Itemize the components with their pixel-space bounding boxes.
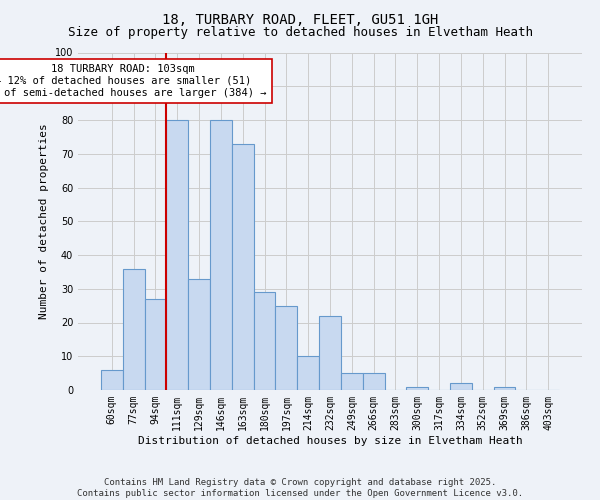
Bar	[319, 316, 341, 390]
Bar	[166, 120, 188, 390]
Bar	[232, 144, 254, 390]
Bar	[406, 386, 428, 390]
Bar	[101, 370, 123, 390]
Bar	[188, 278, 210, 390]
Bar	[494, 386, 515, 390]
Text: Size of property relative to detached houses in Elvetham Heath: Size of property relative to detached ho…	[67, 26, 533, 39]
Bar	[450, 383, 472, 390]
Bar	[341, 373, 363, 390]
Bar	[297, 356, 319, 390]
Bar	[123, 268, 145, 390]
Y-axis label: Number of detached properties: Number of detached properties	[39, 124, 49, 319]
Bar	[145, 299, 166, 390]
Bar	[254, 292, 275, 390]
Bar	[275, 306, 297, 390]
Text: Contains HM Land Registry data © Crown copyright and database right 2025.
Contai: Contains HM Land Registry data © Crown c…	[77, 478, 523, 498]
Bar	[363, 373, 385, 390]
X-axis label: Distribution of detached houses by size in Elvetham Heath: Distribution of detached houses by size …	[137, 436, 523, 446]
Text: 18 TURBARY ROAD: 103sqm
← 12% of detached houses are smaller (51)
88% of semi-de: 18 TURBARY ROAD: 103sqm ← 12% of detache…	[0, 64, 266, 98]
Bar	[210, 120, 232, 390]
Text: 18, TURBARY ROAD, FLEET, GU51 1GH: 18, TURBARY ROAD, FLEET, GU51 1GH	[162, 12, 438, 26]
